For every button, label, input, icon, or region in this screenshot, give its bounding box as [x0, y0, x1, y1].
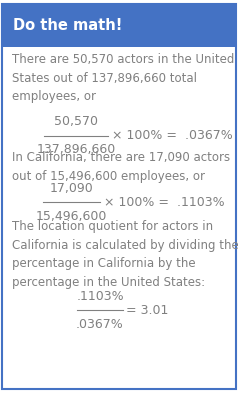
Text: .1103%: .1103% [76, 290, 124, 303]
Text: There are 50,570 actors in the United
States out of 137,896,660 total
employees,: There are 50,570 actors in the United St… [12, 53, 234, 103]
Text: 17,090: 17,090 [50, 182, 93, 195]
Text: In California, there are 17,090 actors
out of 15,496,600 employees, or: In California, there are 17,090 actors o… [12, 151, 230, 183]
Bar [2, 4, 236, 47]
Text: = 3.01: = 3.01 [126, 304, 169, 317]
Text: .0367%: .0367% [76, 318, 124, 331]
Text: 137,896,660: 137,896,660 [37, 143, 116, 156]
Text: × 100% =  .1103%: × 100% = .1103% [104, 196, 224, 209]
Text: Do the math!: Do the math! [13, 18, 123, 33]
Text: The location quotient for actors in
California is calculated by dividing the
per: The location quotient for actors in Cali… [12, 220, 238, 288]
Text: 50,570: 50,570 [54, 115, 98, 128]
Text: 15,496,600: 15,496,600 [36, 210, 107, 223]
Text: × 100% =  .0367%: × 100% = .0367% [112, 129, 233, 142]
